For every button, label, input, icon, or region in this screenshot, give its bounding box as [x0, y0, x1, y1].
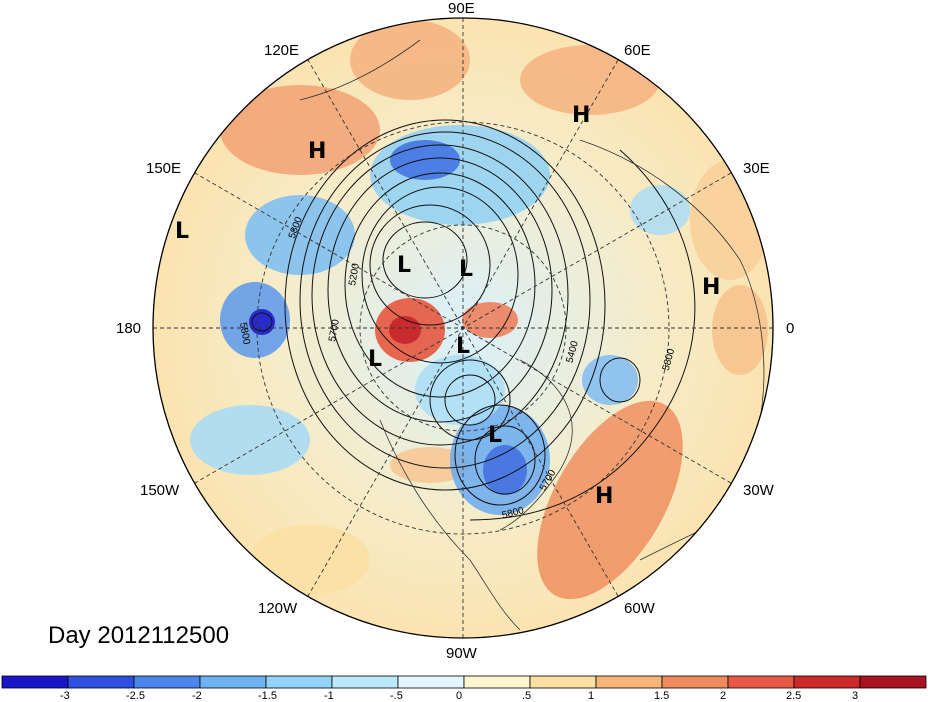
lon-label-60e: 60E [624, 42, 651, 59]
colorbar-tick-label: -2.5 [126, 690, 145, 702]
colorbar-swatch [331, 675, 399, 689]
colorbar-tick-label: -2 [192, 690, 202, 702]
colorbar-swatch [727, 675, 795, 689]
colorbar-swatch [265, 675, 333, 689]
colorbar-swatch [133, 675, 201, 689]
colorbar-tick-label: 1.5 [654, 690, 670, 702]
contour-label: 5700 [327, 318, 342, 342]
lon-label-150e: 150E [146, 160, 182, 177]
high-pressure-marker: H [572, 103, 591, 128]
high-pressure-marker: H [308, 139, 327, 164]
lon-label-120e: 120E [264, 42, 300, 59]
low-pressure-marker: L [397, 253, 412, 278]
colorbar-swatch [595, 675, 663, 689]
lon-label-60w: 60W [624, 600, 655, 617]
colorbar-tick-label: 0 [456, 690, 463, 702]
lon-label-150w: 150W [140, 482, 180, 499]
colorbar-tick-label: -.5 [390, 690, 403, 702]
colorbar-tick-label: 1 [588, 690, 595, 702]
lon-label-90w: 90W [446, 645, 477, 662]
colorbar-swatch [529, 675, 597, 689]
height-contours [251, 119, 696, 521]
map-boundary [152, 17, 774, 639]
contour-label: 5200 [347, 262, 362, 286]
lon-label-180: 180 [116, 320, 142, 337]
colorbar-tick-label: 2 [720, 690, 727, 702]
colorbar-tick-label: .5 [522, 690, 532, 702]
colorbar-tick-label: -3 [60, 690, 70, 702]
lon-label-90e: 90E [448, 0, 475, 17]
lon-label-120w: 120W [258, 600, 298, 617]
colorbar-swatch [463, 675, 531, 689]
low-pressure-marker: L [456, 334, 471, 359]
low-pressure-marker: L [368, 347, 383, 372]
lon-label-0: 0 [786, 320, 795, 337]
map-title: Day 2012112500 [48, 622, 230, 649]
colorbar-tick-label: -1.5 [258, 690, 277, 702]
low-pressure-marker: L [488, 423, 503, 448]
high-pressure-marker: H [595, 484, 614, 509]
lon-label-30e: 30E [743, 160, 770, 177]
colorbar-tick-label: 2.5 [786, 690, 802, 702]
colorbar-tick-label: 3 [852, 690, 859, 702]
colorbar-swatch [661, 675, 729, 689]
colorbar-swatch [199, 675, 267, 689]
colorbar-swatch [397, 675, 465, 689]
low-pressure-marker: L [459, 257, 474, 282]
colorbar [1, 675, 927, 689]
colorbar-swatch [1, 675, 69, 689]
colorbar-swatch [859, 675, 927, 689]
colorbar-swatch [67, 675, 135, 689]
high-pressure-marker: H [702, 275, 721, 300]
contour-label: 5800 [237, 322, 252, 346]
graticule [153, 18, 773, 638]
lon-label-30w: 30W [743, 482, 774, 499]
colorbar-tick-label: -1 [324, 690, 334, 702]
colorbar-swatch [793, 675, 861, 689]
low-pressure-marker: L [175, 219, 190, 244]
